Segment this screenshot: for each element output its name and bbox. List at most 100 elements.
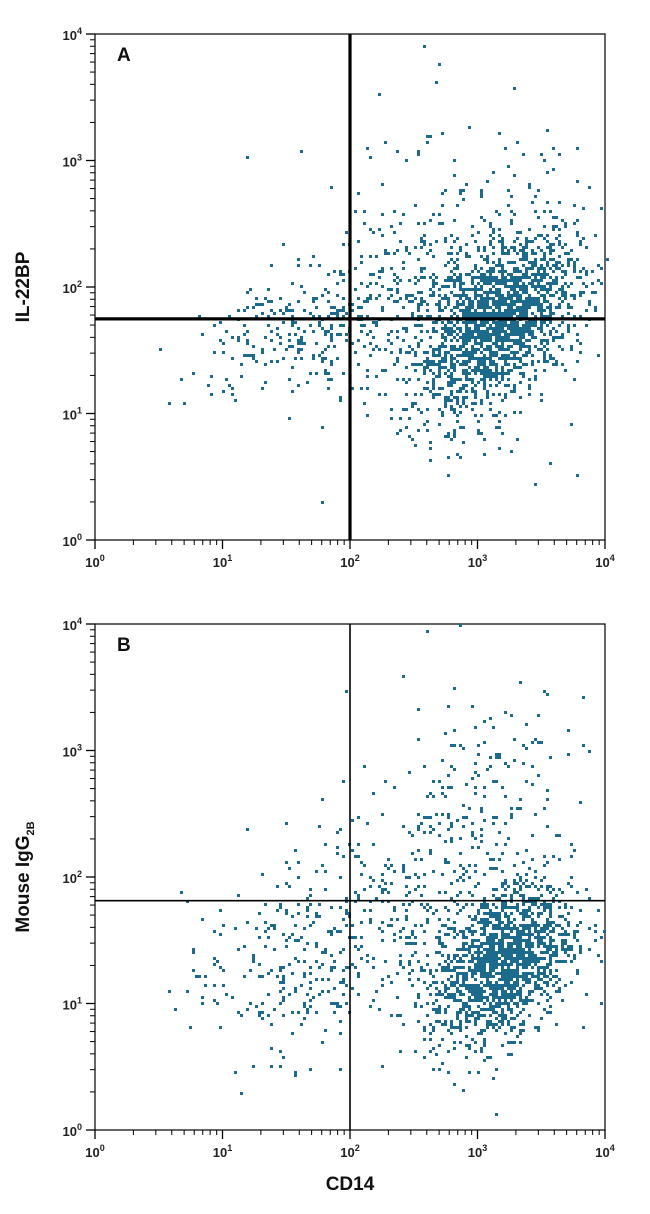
event-dot-b-1533 <box>333 960 336 963</box>
event-dot-a-2376 <box>486 180 489 183</box>
event-dot-a-1338 <box>522 288 525 291</box>
event-dot-b-514 <box>510 990 513 993</box>
event-dot-a-1764 <box>570 345 573 348</box>
event-dot-b-1496 <box>468 1008 471 1011</box>
event-dot-b-2021 <box>384 864 387 867</box>
event-dot-a-1093 <box>420 330 423 333</box>
event-dot-a-756 <box>441 321 444 324</box>
event-dot-a-2460 <box>222 390 225 393</box>
event-dot-a-1819 <box>528 282 531 285</box>
event-dot-a-1426 <box>573 270 576 273</box>
event-dot-a-2194 <box>378 276 381 279</box>
event-dot-b-2003 <box>306 942 309 945</box>
event-dot-b-1247 <box>537 930 540 933</box>
event-dot-a-633 <box>477 300 480 303</box>
event-dot-a-448 <box>462 300 465 303</box>
event-dot-a-809 <box>483 375 486 378</box>
event-dot-a-543 <box>465 351 468 354</box>
event-dot-b-1055 <box>576 939 579 942</box>
event-dot-a-1083 <box>498 348 501 351</box>
event-dot-a-1788 <box>396 315 399 318</box>
event-dot-b-1917 <box>381 939 384 942</box>
event-dot-b-339 <box>456 981 459 984</box>
event-dot-b-989 <box>465 987 468 990</box>
event-dot-a-1583 <box>519 276 522 279</box>
event-dot-a-2189 <box>507 204 510 207</box>
event-dot-b-545 <box>462 966 465 969</box>
event-dot-b-1676 <box>252 957 255 960</box>
event-dot-a-2196 <box>381 306 384 309</box>
event-dot-a-1601 <box>486 345 489 348</box>
event-dot-a-1157 <box>561 270 564 273</box>
event-dot-a-1516 <box>522 300 525 303</box>
event-dot-a-1005 <box>561 321 564 324</box>
event-dot-b-1983 <box>507 837 510 840</box>
event-dot-a-2070 <box>357 297 360 300</box>
event-dot-b-37 <box>468 1014 471 1017</box>
event-dot-b-719 <box>492 975 495 978</box>
event-dot-a-1321 <box>540 249 543 252</box>
event-dot-b-1897 <box>450 837 453 840</box>
event-dot-b-1108 <box>477 1032 480 1035</box>
event-dot-b-1783 <box>456 819 459 822</box>
event-dot-b-1182 <box>522 954 525 957</box>
event-dot-b-630 <box>504 933 507 936</box>
event-dot-a-319 <box>507 339 510 342</box>
event-dot-b-802 <box>537 957 540 960</box>
event-dot-a-1300 <box>372 348 375 351</box>
event-dot-a-483 <box>444 372 447 375</box>
event-dot-b-1553 <box>201 996 204 999</box>
event-dot-b-2011 <box>489 867 492 870</box>
event-dot-b-1508 <box>219 966 222 969</box>
event-dot-a-1389 <box>576 231 579 234</box>
event-dot-b-1465 <box>507 975 510 978</box>
event-dot-b-1555 <box>333 1002 336 1005</box>
event-dot-b-1709 <box>351 924 354 927</box>
event-dot-a-2119 <box>264 381 267 384</box>
event-dot-a-2317 <box>471 234 474 237</box>
event-dot-b-1474 <box>465 927 468 930</box>
event-dot-a-412 <box>444 345 447 348</box>
event-dot-b-1368 <box>462 1005 465 1008</box>
event-dot-b-838 <box>543 909 546 912</box>
event-dot-b-1621 <box>363 909 366 912</box>
event-dot-b-509 <box>585 993 588 996</box>
event-dot-b-45 <box>525 900 528 903</box>
event-dot-a-985 <box>501 354 504 357</box>
event-dot-a-548 <box>555 360 558 363</box>
event-dot-b-1317 <box>429 993 432 996</box>
event-dot-a-1641 <box>462 354 465 357</box>
event-dot-a-2300 <box>438 213 441 216</box>
event-dot-a-2411 <box>519 381 522 384</box>
event-dot-b-1860 <box>582 744 585 747</box>
event-dot-b-1448 <box>483 969 486 972</box>
event-dot-a-770 <box>483 297 486 300</box>
event-dot-a-1159 <box>426 357 429 360</box>
event-dot-b-693 <box>552 855 555 858</box>
event-dot-a-1531 <box>510 297 513 300</box>
event-dot-b-523 <box>510 993 513 996</box>
event-dot-a-385 <box>480 285 483 288</box>
event-dot-b-441 <box>552 975 555 978</box>
event-dot-b-770 <box>570 885 573 888</box>
event-dot-b-999 <box>525 933 528 936</box>
event-dot-a-1668 <box>459 279 462 282</box>
event-dot-b-1989 <box>324 843 327 846</box>
event-dot-a-1923 <box>324 369 327 372</box>
event-dot-a-2307 <box>399 222 402 225</box>
event-dot-a-2454 <box>426 135 429 138</box>
event-dot-a-2089 <box>351 342 354 345</box>
event-dot-b-1901 <box>405 942 408 945</box>
event-dot-b-211 <box>522 1029 525 1032</box>
event-dot-b-51 <box>411 954 414 957</box>
event-dot-b-551 <box>528 909 531 912</box>
event-dot-a-2079 <box>213 351 216 354</box>
event-dot-a-2018 <box>270 360 273 363</box>
event-dot-a-473 <box>474 414 477 417</box>
event-dot-b-251 <box>492 936 495 939</box>
event-dot-b-710 <box>510 930 513 933</box>
event-dot-a-778 <box>516 294 519 297</box>
event-dot-a-2293 <box>390 225 393 228</box>
event-dot-a-1499 <box>480 330 483 333</box>
event-dot-b-26 <box>495 987 498 990</box>
